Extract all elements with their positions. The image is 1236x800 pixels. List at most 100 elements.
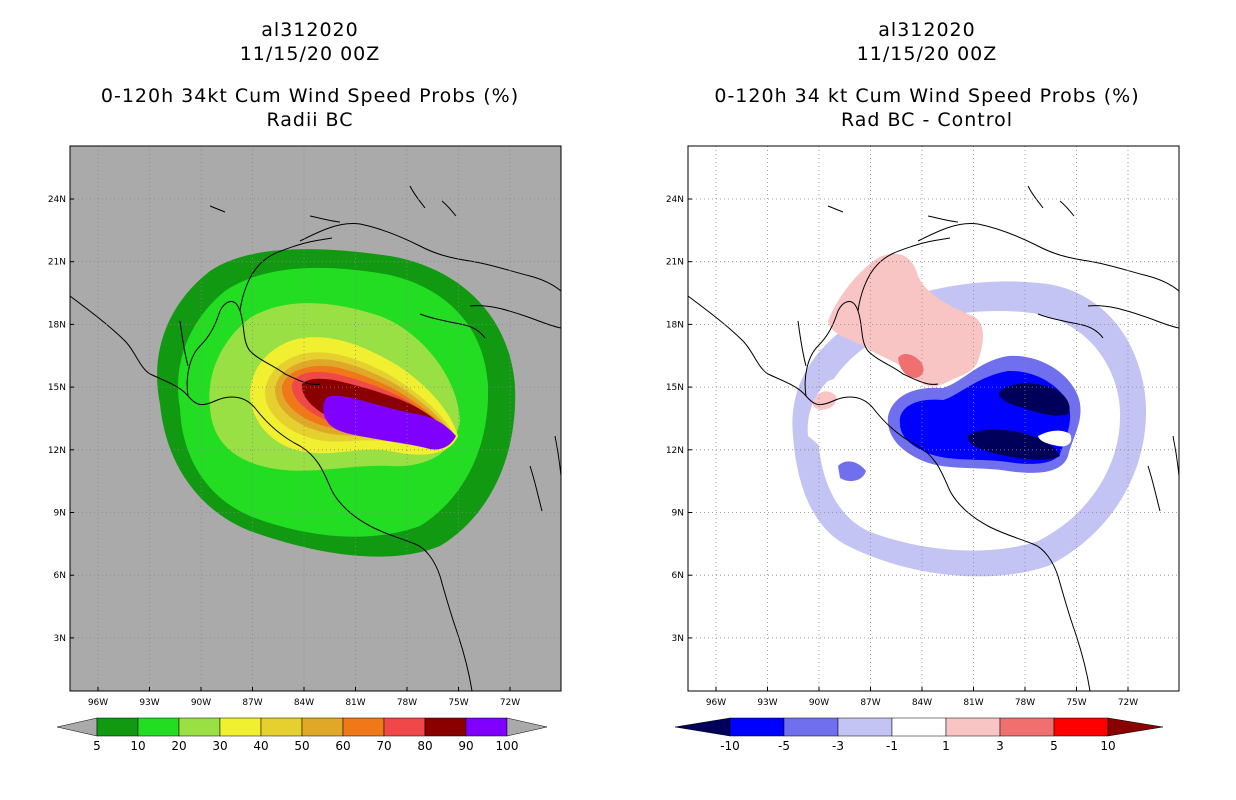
lon-label: 78W bbox=[397, 698, 417, 708]
colorbar-box bbox=[260, 717, 303, 737]
colorbar-label: -5 bbox=[778, 739, 790, 753]
colorbar-box bbox=[96, 717, 139, 737]
diff-plus1-region bbox=[828, 253, 983, 387]
colorbar-high-triangle bbox=[1107, 717, 1164, 737]
lon-label: 81W bbox=[963, 698, 983, 708]
colorbar-box bbox=[999, 717, 1055, 737]
right-grid bbox=[688, 146, 1179, 691]
left-lat-labels: 24N 21N 18N 15N 12N 9N 6N 3N bbox=[48, 195, 74, 644]
right-title-date: 11/15/20 00Z bbox=[856, 43, 998, 65]
left-map-frame bbox=[69, 145, 562, 692]
lat-label: 21N bbox=[48, 258, 66, 268]
lat-label: 9N bbox=[54, 509, 66, 519]
lon-label: 96W bbox=[88, 698, 108, 708]
colorbar-label: -10 bbox=[720, 739, 740, 753]
lat-label: 18N bbox=[666, 320, 684, 330]
lat-label: 18N bbox=[48, 320, 66, 330]
colorbar-label: 1 bbox=[942, 739, 950, 753]
colorbar-label: 40 bbox=[253, 739, 268, 753]
lat-label: 15N bbox=[666, 383, 684, 393]
colorbar-box bbox=[178, 717, 221, 737]
diff-plus3-patch bbox=[898, 354, 924, 378]
lat-label: 9N bbox=[672, 509, 684, 519]
diff-minus10-core-east bbox=[999, 383, 1070, 416]
colorbar-box bbox=[301, 717, 344, 737]
lat-label: 15N bbox=[48, 383, 66, 393]
lon-label: 96W bbox=[706, 698, 726, 708]
coastlines bbox=[70, 185, 561, 691]
colorbar-box bbox=[424, 717, 467, 737]
colorbar-box bbox=[783, 717, 839, 737]
left-lon-labels: 96W 93W 90W 87W 84W 81W 78W 75W 72W bbox=[88, 687, 520, 708]
right-difference-map: 24N 21N 18N 15N 12N 9N 6N 3N 96W 93W 90W 87W 84W 81W… bbox=[666, 145, 1180, 708]
colorbar-label: 80 bbox=[417, 739, 432, 753]
lon-label: 87W bbox=[242, 698, 262, 708]
left-grid bbox=[70, 146, 561, 691]
colorbar-box bbox=[837, 717, 893, 737]
lat-label: 21N bbox=[666, 258, 684, 268]
colorbar-label: 30 bbox=[212, 739, 227, 753]
lon-label: 90W bbox=[809, 698, 829, 708]
colorbar-box bbox=[465, 717, 508, 737]
colorbar-low-triangle bbox=[674, 717, 731, 737]
left-title-subtitle: Radii BC bbox=[266, 109, 354, 131]
colorbar-label: 70 bbox=[376, 739, 391, 753]
colorbar-label: 5 bbox=[93, 739, 101, 753]
lat-label: 12N bbox=[666, 446, 684, 456]
colorbar-box bbox=[729, 717, 785, 737]
lon-label: 90W bbox=[191, 698, 211, 708]
left-colorbar: 5 10 20 30 40 50 60 70 80 90 100 bbox=[56, 717, 548, 753]
colorbar-label: 10 bbox=[1100, 739, 1115, 753]
left-title-product: 0-120h 34kt Cum Wind Speed Probs (%) bbox=[100, 85, 520, 107]
lon-label: 84W bbox=[912, 698, 932, 708]
lat-label: 6N bbox=[54, 571, 66, 581]
colorbar-box bbox=[383, 717, 426, 737]
diff-minus3-patch-sw bbox=[838, 461, 866, 482]
lon-label: 84W bbox=[294, 698, 314, 708]
colorbar-box bbox=[219, 717, 262, 737]
right-title-product: 0-120h 34 kt Cum Wind Speed Probs (%) bbox=[714, 85, 1140, 107]
lat-label: 6N bbox=[672, 571, 684, 581]
diff-plus1-patch-sw bbox=[812, 391, 837, 410]
left-title-storm-id: al312020 bbox=[261, 19, 359, 41]
colorbar-box bbox=[137, 717, 180, 737]
right-title: al312020 11/15/20 00Z 0-120h 34 kt Cum W… bbox=[677, 18, 1177, 132]
lon-label: 93W bbox=[139, 698, 159, 708]
lat-label: 3N bbox=[672, 634, 684, 644]
lon-label: 78W bbox=[1015, 698, 1035, 708]
colorbar-high-triangle bbox=[506, 717, 548, 737]
left-title: al312020 11/15/20 00Z 0-120h 34kt Cum Wi… bbox=[60, 18, 560, 132]
diff-notch bbox=[1038, 430, 1072, 447]
colorbar-label: 60 bbox=[335, 739, 350, 753]
colorbar-label: -1 bbox=[886, 739, 898, 753]
colorbar-low-triangle bbox=[56, 717, 98, 737]
colorbar-label: 100 bbox=[496, 739, 519, 753]
lon-label: 75W bbox=[1066, 698, 1086, 708]
right-colorbar: -10 -5 -3 -1 1 3 5 10 bbox=[674, 717, 1164, 753]
right-lon-labels: 96W 93W 90W 87W 84W 81W 78W 75W 72W bbox=[706, 687, 1138, 708]
lon-label: 93W bbox=[757, 698, 777, 708]
left-title-date: 11/15/20 00Z bbox=[239, 43, 381, 65]
lat-label: 24N bbox=[666, 195, 684, 205]
colorbar-label: 3 bbox=[996, 739, 1004, 753]
colorbar-label: 50 bbox=[294, 739, 309, 753]
lon-label: 75W bbox=[448, 698, 468, 708]
lon-label: 72W bbox=[1118, 698, 1138, 708]
colorbar-label: 20 bbox=[171, 739, 186, 753]
diff-minus10-core-south bbox=[967, 429, 1060, 460]
lon-label: 87W bbox=[860, 698, 880, 708]
lat-label: 24N bbox=[48, 195, 66, 205]
lon-label: 81W bbox=[345, 698, 365, 708]
prob-90-contour bbox=[323, 395, 456, 450]
lon-label: 72W bbox=[500, 698, 520, 708]
right-title-storm-id: al312020 bbox=[878, 19, 976, 41]
colorbar-label: 90 bbox=[458, 739, 473, 753]
colorbar-box bbox=[1053, 717, 1109, 737]
lat-label: 3N bbox=[54, 634, 66, 644]
colorbar-label: 5 bbox=[1050, 739, 1058, 753]
colorbar-label: 10 bbox=[130, 739, 145, 753]
right-title-subtitle: Rad BC - Control bbox=[840, 109, 1014, 131]
colorbar-box bbox=[342, 717, 385, 737]
right-lat-labels: 24N 21N 18N 15N 12N 9N 6N 3N bbox=[666, 195, 692, 644]
colorbar-box bbox=[891, 717, 947, 737]
